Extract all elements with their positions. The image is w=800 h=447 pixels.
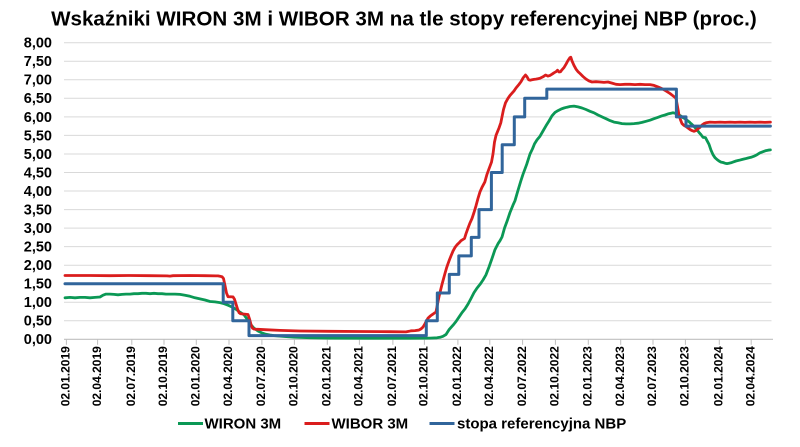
svg-text:02.10.2020: 02.10.2020 [287, 346, 301, 406]
svg-text:stopa referencyjna NBP: stopa referencyjna NBP [457, 415, 626, 432]
svg-text:02.04.2022: 02.04.2022 [482, 346, 496, 406]
svg-text:0,50: 0,50 [24, 314, 52, 330]
svg-text:4,50: 4,50 [24, 165, 52, 181]
svg-text:WIRON 3M: WIRON 3M [205, 415, 282, 432]
svg-text:02.04.2021: 02.04.2021 [352, 346, 366, 406]
svg-text:02.01.2021: 02.01.2021 [319, 346, 333, 406]
svg-text:1,50: 1,50 [24, 277, 52, 293]
svg-text:02.10.2021: 02.10.2021 [417, 346, 431, 406]
svg-text:02.01.2024: 02.01.2024 [711, 346, 725, 406]
svg-text:02.01.2022: 02.01.2022 [450, 346, 464, 406]
svg-text:0,00: 0,00 [24, 332, 52, 348]
svg-text:5,50: 5,50 [24, 128, 52, 144]
svg-text:1,00: 1,00 [24, 295, 52, 311]
svg-text:7,50: 7,50 [24, 54, 52, 70]
svg-text:02.01.2023: 02.01.2023 [580, 346, 594, 406]
svg-text:5,00: 5,00 [24, 147, 52, 163]
svg-text:02.07.2021: 02.07.2021 [385, 346, 399, 406]
svg-text:2,00: 2,00 [24, 258, 52, 274]
svg-text:02.04.2024: 02.04.2024 [743, 346, 757, 406]
svg-text:4,00: 4,00 [24, 184, 52, 200]
svg-text:6,50: 6,50 [24, 91, 52, 107]
svg-text:02.01.2019: 02.01.2019 [59, 346, 73, 406]
svg-text:6,00: 6,00 [24, 110, 52, 126]
svg-text:2,50: 2,50 [24, 240, 52, 256]
svg-text:02.07.2022: 02.07.2022 [515, 346, 529, 406]
svg-text:02.07.2023: 02.07.2023 [645, 346, 659, 406]
svg-text:WIBOR 3M: WIBOR 3M [332, 415, 409, 432]
svg-text:02.01.2020: 02.01.2020 [188, 346, 202, 406]
svg-text:Wskaźniki WIRON 3M i WIBOR 3M: Wskaźniki WIRON 3M i WIBOR 3M na tle sto… [51, 7, 757, 30]
svg-text:02.07.2019: 02.07.2019 [124, 346, 138, 406]
svg-text:3,50: 3,50 [24, 203, 52, 219]
svg-text:02.10.2023: 02.10.2023 [678, 346, 692, 406]
svg-text:8,00: 8,00 [24, 36, 52, 52]
svg-text:7,00: 7,00 [24, 73, 52, 89]
svg-text:02.04.2019: 02.04.2019 [90, 346, 104, 406]
svg-text:02.07.2020: 02.07.2020 [254, 346, 268, 406]
svg-text:02.10.2022: 02.10.2022 [548, 346, 562, 406]
svg-text:3,00: 3,00 [24, 221, 52, 237]
svg-text:02.04.2020: 02.04.2020 [221, 346, 235, 406]
svg-text:02.10.2019: 02.10.2019 [156, 346, 170, 406]
svg-text:02.04.2023: 02.04.2023 [613, 346, 627, 406]
